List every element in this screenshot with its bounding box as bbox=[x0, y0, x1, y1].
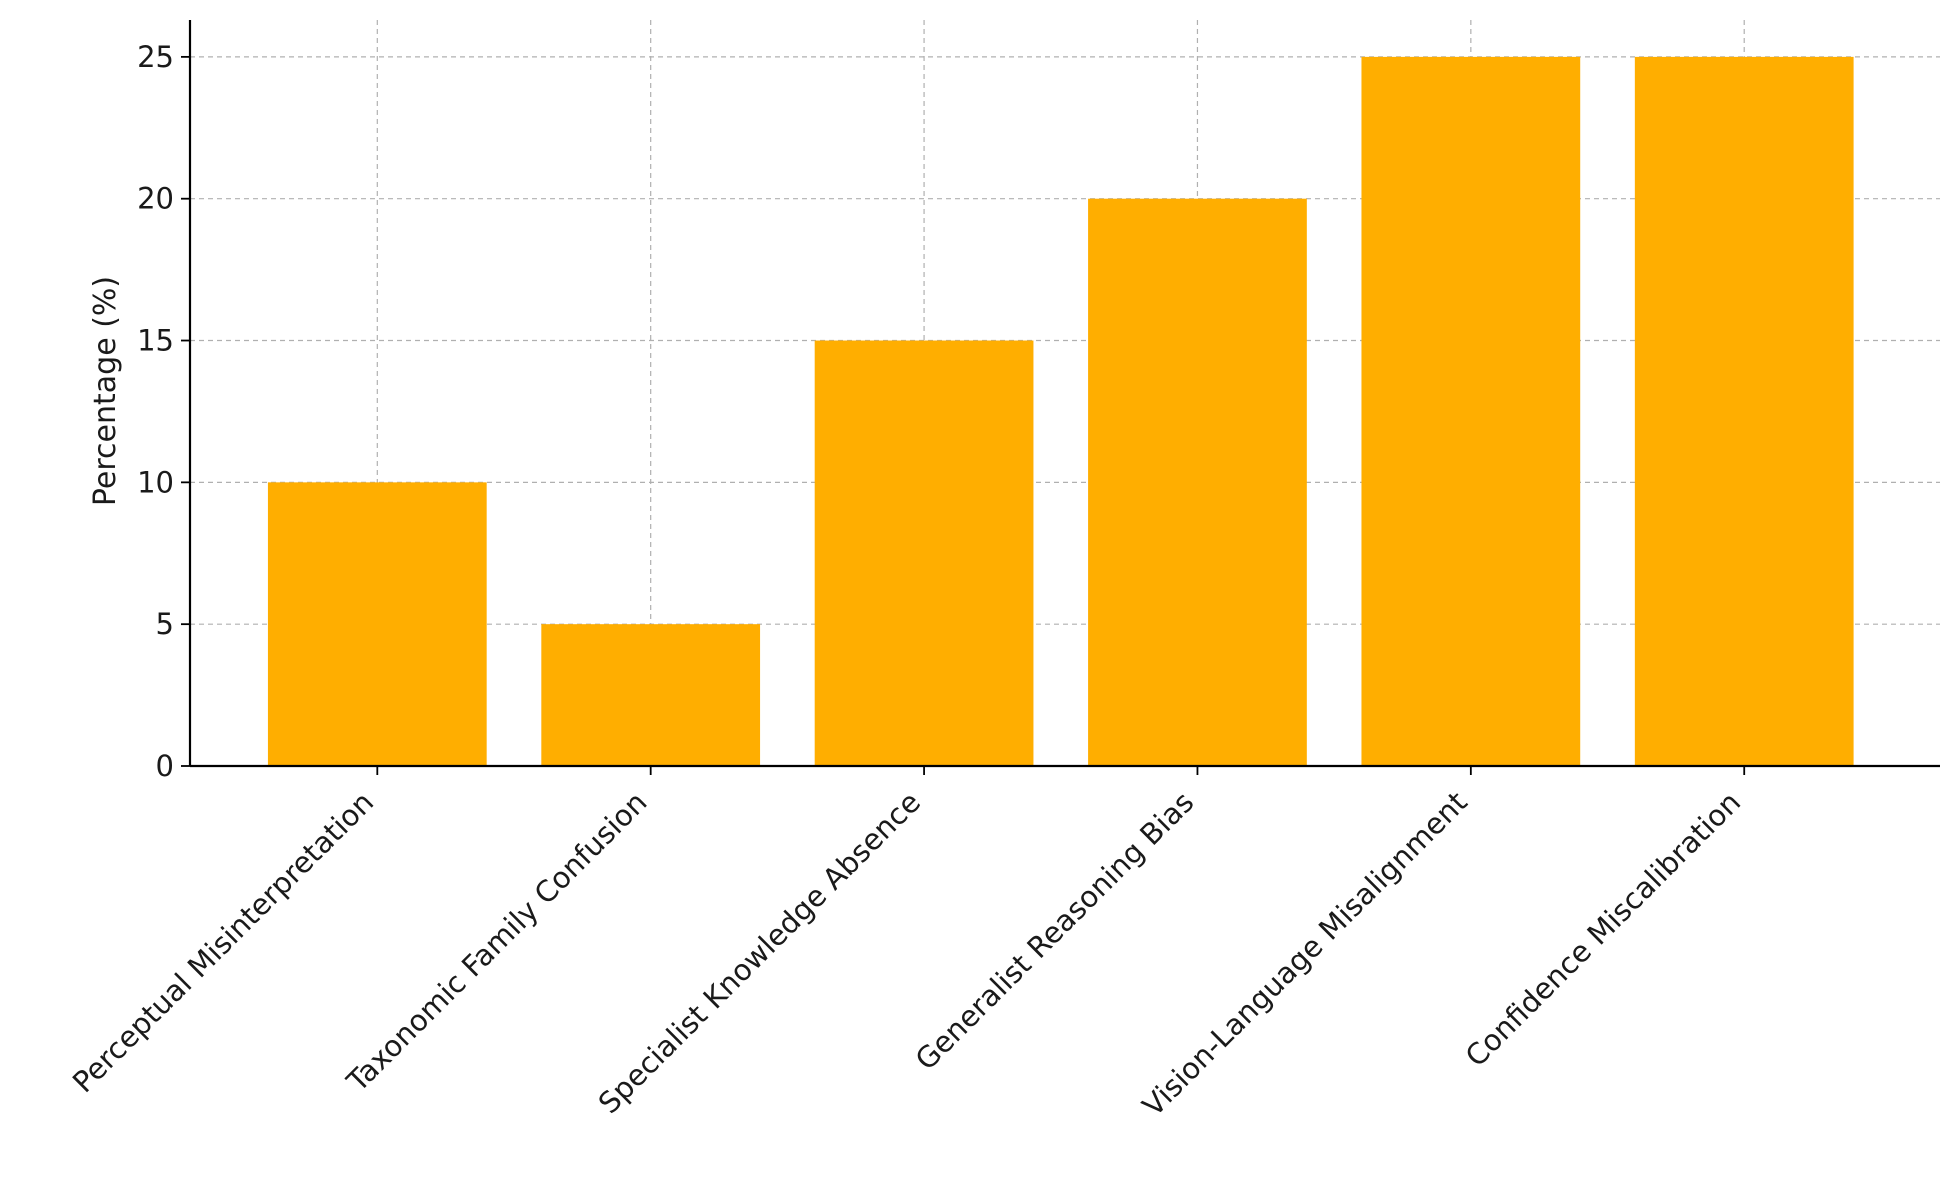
x-tick-label: Confidence Miscalibration bbox=[1459, 785, 1747, 1073]
y-tick-label: 5 bbox=[156, 607, 174, 641]
y-tick-label: 0 bbox=[156, 749, 174, 783]
bar bbox=[1088, 198, 1307, 767]
x-tick-label: Specialist Knowledge Absence bbox=[592, 785, 927, 1120]
y-tick-label: 25 bbox=[137, 40, 174, 74]
bar bbox=[1634, 56, 1854, 767]
y-tick-label: 20 bbox=[137, 182, 174, 216]
x-tick-label: Vision-Language Misalignment bbox=[1136, 785, 1474, 1123]
x-tick-label: Generalist Reasoning Bias bbox=[909, 785, 1201, 1077]
bar bbox=[1361, 56, 1581, 767]
y-tick-label: 10 bbox=[137, 465, 174, 499]
y-tick-label: 15 bbox=[137, 324, 174, 358]
bar bbox=[541, 624, 761, 766]
x-tick-label: Taxonomic Family Confusion bbox=[340, 785, 654, 1099]
axis-layer bbox=[188, 20, 1940, 768]
bar bbox=[267, 482, 487, 766]
x-tick-label: Perceptual Misinterpretation bbox=[66, 785, 380, 1099]
y-axis-title: Percentage (%) bbox=[88, 276, 123, 506]
bar bbox=[814, 340, 1034, 766]
bar-layer bbox=[267, 56, 1854, 767]
